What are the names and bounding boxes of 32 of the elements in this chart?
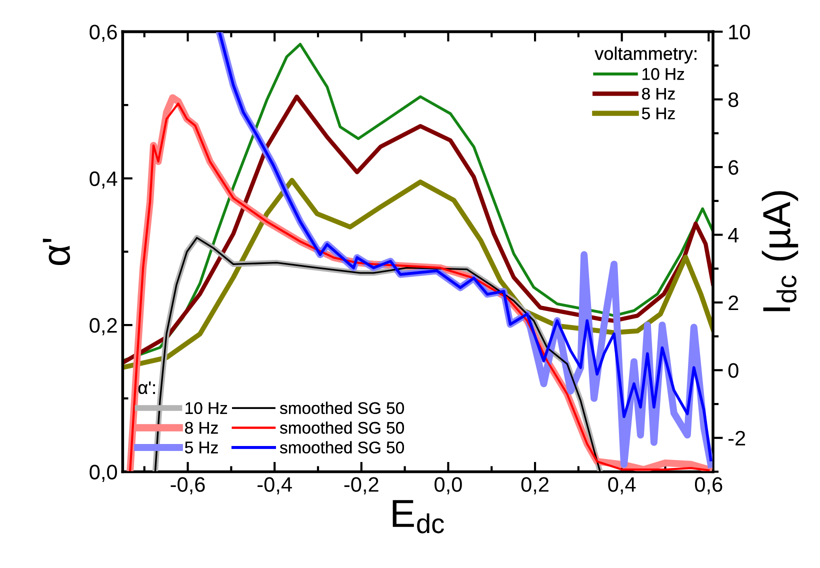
legend-label: 8 Hz bbox=[642, 88, 675, 100]
y2-tick-label: 6 bbox=[728, 160, 738, 175]
y2-tick-label: 8 bbox=[728, 92, 738, 108]
y-axis-title: α' bbox=[42, 238, 70, 266]
y2-tick-label: -2 bbox=[728, 430, 746, 446]
legend-label: smoothed SG 50 bbox=[280, 441, 404, 454]
legend-label: smoothed SG 50 bbox=[280, 421, 404, 434]
legend-label: 5 Hz bbox=[642, 108, 675, 120]
x-axis-title: E$_{dc}$ bbox=[392, 500, 444, 534]
y2-tick-label: 4 bbox=[728, 228, 739, 242]
x-tick-label: -0,2 bbox=[344, 477, 378, 494]
text: voltammetry: bbox=[594, 46, 696, 64]
y2-tick-label: 0 bbox=[728, 363, 738, 378]
x-tick-label: -0,4 bbox=[258, 477, 292, 494]
y2-axis-title: I$_{dc}$ (µA) bbox=[762, 191, 798, 312]
y-tick-label: 0,2 bbox=[90, 318, 117, 336]
legend-label: smoothed SG 50 bbox=[280, 402, 404, 414]
legend-label: 10 Hz bbox=[642, 68, 684, 80]
y2-tick-label: 10 bbox=[729, 24, 750, 40]
x-tick-label: 0,2 bbox=[521, 477, 548, 494]
x-tick-label: -0,6 bbox=[170, 477, 205, 494]
y2-tick-label: 2 bbox=[728, 295, 738, 310]
y-tick-label: 0,6 bbox=[90, 24, 117, 42]
y-tick-label: 0,4 bbox=[90, 171, 118, 189]
legend-label: 5 Hz bbox=[185, 442, 218, 454]
y-tick-label: 0,0 bbox=[90, 464, 117, 482]
legend-label: 8 Hz bbox=[185, 422, 218, 434]
x-tick-label: 0,4 bbox=[608, 477, 636, 494]
text: α': bbox=[138, 381, 155, 394]
legend-label: 10 Hz bbox=[186, 402, 228, 414]
x-tick-label: 0,6 bbox=[694, 477, 722, 494]
x-tick-label: 0,0 bbox=[434, 477, 462, 494]
